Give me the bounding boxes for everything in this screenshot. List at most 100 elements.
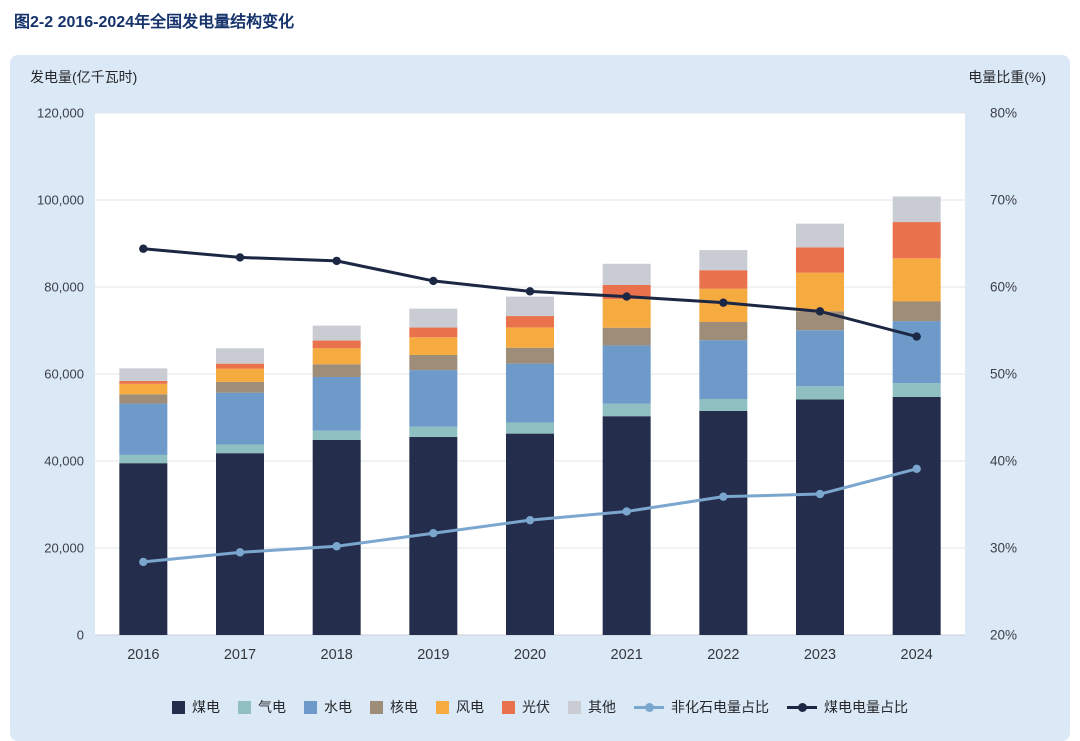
bar-segment-wind-2024 — [892, 258, 941, 302]
line-marker-coal-share-2016 — [139, 244, 148, 253]
bar-segment-gas-2023 — [796, 386, 844, 400]
legend-label-solar: 光伏 — [522, 699, 550, 715]
x-tick-label: 2016 — [127, 647, 159, 663]
line-marker-nonfossil-share-2020 — [525, 515, 535, 525]
legend-item-coal: 煤电 — [172, 697, 220, 717]
line-marker-coal-share-2021 — [622, 292, 631, 301]
right-tick-label: 40% — [990, 454, 1017, 469]
bar-segment-solar-2020 — [506, 316, 554, 328]
legend-item-hydro: 水电 — [304, 697, 352, 717]
legend-swatch-other — [568, 700, 581, 714]
bar-segment-hydro-2016 — [119, 403, 168, 455]
right-tick-label: 80% — [990, 106, 1017, 121]
left-tick-label: 120,000 — [37, 106, 84, 121]
line-marker-coal-share-2018 — [332, 256, 341, 266]
bar-segment-gas-2018 — [312, 430, 361, 440]
legend-label-wind: 风电 — [456, 699, 484, 715]
legend-item-coal-share: 煤电电量占比 — [787, 697, 908, 717]
bar-segment-other-2019 — [409, 308, 458, 328]
legend-line-dot-nonfossil-share — [645, 702, 654, 712]
bar-segment-other-2022 — [699, 250, 748, 271]
bar-segment-hydro-2022 — [699, 340, 748, 399]
bar-segment-solar-2024 — [892, 222, 941, 259]
bar-segment-nuclear-2017 — [216, 381, 264, 393]
bar-segment-hydro-2017 — [216, 392, 264, 445]
bar-segment-nuclear-2019 — [409, 354, 458, 371]
bar-segment-wind-2021 — [602, 299, 651, 328]
bar-segment-wind-2020 — [506, 327, 554, 348]
left-tick-label: 40,000 — [44, 454, 84, 469]
bar-segment-gas-2016 — [119, 454, 168, 464]
legend-label-coal: 煤电 — [192, 699, 220, 715]
bar-segment-nuclear-2022 — [699, 321, 748, 341]
bar-segment-other-2023 — [796, 223, 844, 248]
legend-item-other: 其他 — [568, 697, 616, 717]
legend-label-coal-share: 煤电电量占比 — [824, 699, 908, 715]
stacked-bar-line-chart: 120,000 80% 100,000 70% 80,000 60% 60,000 50% 40… — [37, 106, 1017, 664]
bar-segment-solar-2023 — [796, 247, 844, 273]
line-marker-nonfossil-share-2021 — [622, 507, 631, 516]
legend-swatch-wind — [436, 700, 449, 714]
bar-segment-nuclear-2023 — [796, 311, 844, 331]
line-marker-nonfossil-share-2018 — [332, 542, 341, 551]
bar-segment-nuclear-2016 — [119, 394, 168, 404]
bar-segment-wind-2019 — [409, 337, 458, 355]
x-tick-label: 2021 — [611, 647, 643, 663]
bar-segment-hydro-2019 — [409, 370, 458, 427]
legend-label-other: 其他 — [588, 699, 616, 715]
x-tick-label: 2022 — [707, 647, 739, 663]
legend-item-nonfossil-share: 非化石电量占比 — [634, 697, 769, 717]
bar-segment-wind-2016 — [119, 383, 168, 395]
bar-segment-gas-2024 — [892, 383, 941, 397]
bar-segment-hydro-2020 — [506, 363, 554, 423]
legend-swatch-nuclear — [370, 700, 383, 714]
bar-segment-coal-2018 — [312, 439, 361, 635]
left-tick-label: 20,000 — [44, 541, 84, 556]
x-tick-label: 2020 — [514, 647, 546, 663]
bar-segment-other-2020 — [506, 296, 554, 317]
legend-item-gas: 气电 — [238, 697, 286, 717]
legend-swatch-hydro — [304, 700, 317, 714]
bar-segment-gas-2022 — [699, 398, 748, 411]
bar-segment-other-2017 — [216, 348, 264, 364]
bar-segment-other-2016 — [119, 368, 168, 381]
line-marker-coal-share-2023 — [815, 307, 825, 316]
bar-segment-coal-2016 — [119, 463, 168, 635]
bar-segment-nuclear-2024 — [892, 301, 941, 322]
legend-line-dot-coal-share — [798, 702, 807, 712]
legend-label-hydro: 水电 — [324, 699, 352, 715]
legend-line-icon-nonfossil-share — [634, 702, 664, 712]
right-axis-title: 电量比重(%) — [968, 69, 1046, 85]
legend-swatch-gas — [238, 700, 251, 714]
bar-segment-gas-2020 — [506, 422, 554, 434]
bar-segment-solar-2016 — [119, 380, 168, 384]
left-tick-label: 80,000 — [44, 280, 84, 295]
line-marker-coal-share-2017 — [235, 253, 245, 262]
bar-segment-wind-2017 — [216, 368, 264, 382]
bar-segment-nuclear-2021 — [602, 327, 651, 346]
legend-label-nuclear: 核电 — [390, 699, 418, 715]
bar-segment-coal-2022 — [699, 410, 748, 635]
legend-item-wind: 风电 — [436, 697, 484, 717]
bar-segment-coal-2023 — [796, 399, 844, 635]
line-marker-nonfossil-share-2023 — [815, 489, 825, 499]
chart-legend: 煤电 气电 水电 核电 风电 光伏 其他 非化石电量占比 煤电电量占比 — [10, 697, 1070, 717]
left-tick-label: 100,000 — [37, 193, 84, 208]
left-tick-label: 60,000 — [44, 367, 84, 382]
legend-swatch-solar — [502, 700, 515, 714]
line-marker-nonfossil-share-2022 — [719, 492, 728, 501]
bar-segment-hydro-2021 — [602, 345, 651, 404]
left-axis-title: 发电量(亿千瓦时) — [30, 69, 138, 85]
bar-segment-coal-2020 — [506, 433, 554, 635]
right-tick-label: 50% — [990, 367, 1017, 382]
legend-item-nuclear: 核电 — [370, 697, 418, 717]
legend-label-gas: 气电 — [258, 699, 286, 715]
legend-line-icon-coal-share — [787, 702, 817, 712]
right-tick-label: 30% — [990, 541, 1017, 556]
line-marker-nonfossil-share-2024 — [912, 464, 921, 474]
right-tick-label: 60% — [990, 280, 1017, 295]
bar-segment-coal-2017 — [216, 453, 264, 635]
bar-segment-other-2021 — [602, 263, 651, 285]
bar-segment-hydro-2024 — [892, 321, 941, 384]
